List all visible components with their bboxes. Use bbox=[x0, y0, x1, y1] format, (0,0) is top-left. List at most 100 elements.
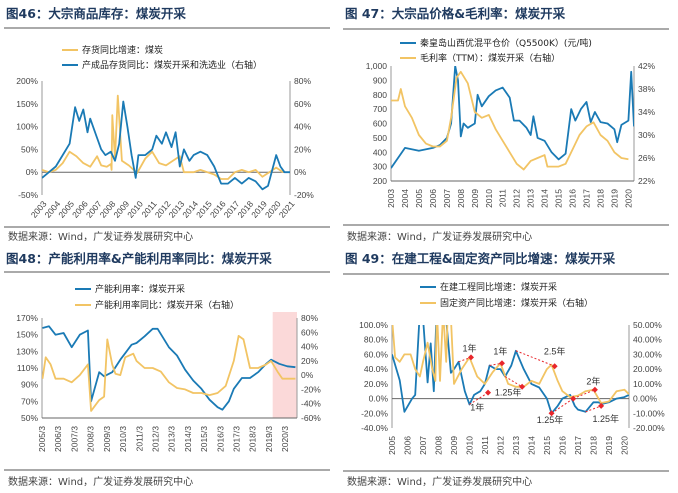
right-y-tick-label: -10.00% bbox=[633, 408, 665, 418]
series-line-yellow bbox=[392, 325, 629, 404]
x-tick-label: 2019 bbox=[604, 436, 614, 455]
x-tick-label: 2005 bbox=[414, 189, 424, 208]
left-y-tick-label: 50% bbox=[21, 413, 38, 423]
left-y-tick-label: 60.0% bbox=[364, 349, 389, 359]
x-tick-label: 2020 bbox=[623, 189, 633, 208]
right-y-tick-label: 34% bbox=[638, 107, 655, 117]
legend-label: 存货同比增速：煤炭 bbox=[82, 44, 163, 56]
lag-annotation: 1年 bbox=[470, 401, 484, 412]
x-tick-label: 2014 bbox=[540, 189, 550, 208]
source-note: 数据来源：Wind，广发证券发展研究中心 bbox=[347, 230, 532, 243]
left-y-tick-label: 0.0% bbox=[369, 394, 389, 404]
x-tick-label: 2005/3 bbox=[37, 426, 47, 452]
left-y-tick-label: -20.0% bbox=[361, 408, 388, 418]
x-tick-label: 2006 bbox=[402, 436, 412, 455]
left-y-tick-label: 300 bbox=[373, 162, 387, 172]
lag-arrow bbox=[504, 376, 523, 388]
lag-marker bbox=[551, 363, 558, 370]
left-y-tick-label: 100% bbox=[16, 122, 38, 132]
x-tick-label: 2009 bbox=[470, 189, 480, 208]
legend-label: 固定资产同比增速：煤炭开采（右轴） bbox=[440, 297, 593, 309]
x-tick-label: 2018 bbox=[595, 189, 605, 208]
x-tick-label: 2016 bbox=[557, 436, 567, 455]
right-y-tick-label: -20.00% bbox=[633, 423, 665, 433]
chart-panel-48: 图48：产能利用率&产能利用率同比：煤炭开采数据来源：Wind，广发证券发展研究… bbox=[4, 251, 330, 488]
x-tick-label: 2007 bbox=[442, 189, 452, 208]
x-tick-label: 2008/3 bbox=[86, 426, 96, 452]
x-tick-label: 2011/3 bbox=[134, 426, 144, 452]
x-tick-label: 2017/3 bbox=[232, 426, 242, 452]
left-y-tick-label: 500 bbox=[373, 133, 387, 143]
x-tick-label: 2009 bbox=[449, 436, 459, 455]
right-y-tick-label: 60% bbox=[294, 99, 311, 109]
x-tick-label: 2010 bbox=[464, 436, 474, 455]
right-y-tick-label: 40.00% bbox=[633, 335, 662, 345]
right-y-tick-label: 30% bbox=[638, 130, 655, 140]
right-y-tick-label: 0% bbox=[294, 167, 307, 177]
lag-marker bbox=[570, 395, 577, 402]
right-y-tick-label: -60% bbox=[301, 413, 321, 423]
lag-marker bbox=[519, 383, 526, 390]
lag-marker bbox=[548, 410, 555, 417]
chart-panel-49: 图 49：在建工程&固定资产同比增速：煤炭开采数据来源：Wind，广发证券发展研… bbox=[343, 251, 669, 488]
series-line-yellow bbox=[391, 70, 629, 171]
lag-annotation: 1.25年 bbox=[537, 414, 564, 425]
left-y-tick-label: 600 bbox=[373, 119, 387, 129]
right-y-tick-label: 0% bbox=[301, 370, 314, 380]
x-tick-label: 2014/3 bbox=[183, 426, 193, 452]
x-tick-label: 2021 bbox=[277, 199, 297, 220]
x-tick-label: 2020 bbox=[619, 436, 629, 455]
series-line-blue bbox=[42, 325, 296, 411]
left-y-tick-label: 800 bbox=[373, 90, 387, 100]
source-note: 数据来源：Wind，广发证券发展研究中心 bbox=[8, 230, 193, 243]
x-tick-label: 2012 bbox=[512, 189, 522, 208]
left-y-tick-label: 50% bbox=[21, 144, 38, 154]
x-tick-label: 2016/3 bbox=[215, 426, 225, 452]
right-y-tick-label: 80% bbox=[294, 76, 311, 86]
x-tick-label: 2017 bbox=[582, 189, 592, 208]
left-y-tick-label: 110% bbox=[17, 363, 39, 373]
x-tick-label: 2020/3 bbox=[280, 426, 290, 452]
left-y-tick-label: 80.0% bbox=[364, 335, 389, 345]
lag-marker bbox=[591, 386, 598, 393]
series-line-blue bbox=[391, 66, 634, 169]
x-tick-label: 2015 bbox=[554, 189, 564, 208]
legend-label: 秦皇岛山西优混平仓价（Q5500K）(元/吨) bbox=[420, 37, 592, 49]
right-y-tick-label: 42% bbox=[638, 61, 655, 71]
x-tick-label: 2012 bbox=[495, 436, 505, 455]
left-y-tick-label: 40.0% bbox=[364, 364, 389, 374]
x-tick-label: 2008 bbox=[433, 436, 443, 455]
x-tick-label: 2014 bbox=[526, 436, 536, 455]
left-y-tick-label: 400 bbox=[373, 147, 387, 157]
series-line-blue bbox=[42, 100, 290, 191]
x-tick-label: 2003 bbox=[386, 189, 396, 208]
right-y-tick-label: 20% bbox=[301, 356, 318, 366]
x-tick-label: 2009/3 bbox=[102, 426, 112, 452]
lag-annotation: 1年 bbox=[462, 342, 476, 353]
left-y-tick-label: -40.0% bbox=[361, 423, 388, 433]
lag-marker bbox=[485, 389, 492, 396]
right-y-tick-label: 50.00% bbox=[633, 320, 662, 330]
right-y-tick-label: 22% bbox=[638, 176, 655, 186]
x-tick-label: 2012/3 bbox=[150, 426, 160, 452]
x-tick-label: 2019/3 bbox=[264, 426, 274, 452]
right-y-tick-label: -20% bbox=[301, 384, 321, 394]
chart-title: 图46：大宗商品库存：煤炭开采 bbox=[6, 6, 186, 21]
source-note: 数据来源：Wind，广发证券发展研究中心 bbox=[347, 475, 532, 488]
left-y-tick-label: 900 bbox=[373, 75, 387, 85]
lag-arrow bbox=[551, 398, 574, 414]
legend-label: 产成品存货同比：煤炭开采和洗选业（右轴） bbox=[82, 59, 262, 71]
x-tick-label: 2018 bbox=[588, 436, 598, 455]
left-y-tick-label: 150% bbox=[16, 330, 38, 340]
left-y-tick-label: 150% bbox=[16, 99, 38, 109]
series-line-blue bbox=[392, 325, 629, 415]
left-y-tick-label: 1,000 bbox=[366, 61, 388, 71]
lag-arrow bbox=[515, 350, 555, 367]
x-tick-label: 2011 bbox=[480, 436, 490, 455]
x-tick-label: 2015/3 bbox=[199, 426, 209, 452]
legend-label: 产能利用率：煤炭开采 bbox=[95, 283, 185, 295]
lag-annotation: 1年 bbox=[493, 345, 507, 356]
right-y-tick-label: 30.00% bbox=[633, 349, 662, 359]
